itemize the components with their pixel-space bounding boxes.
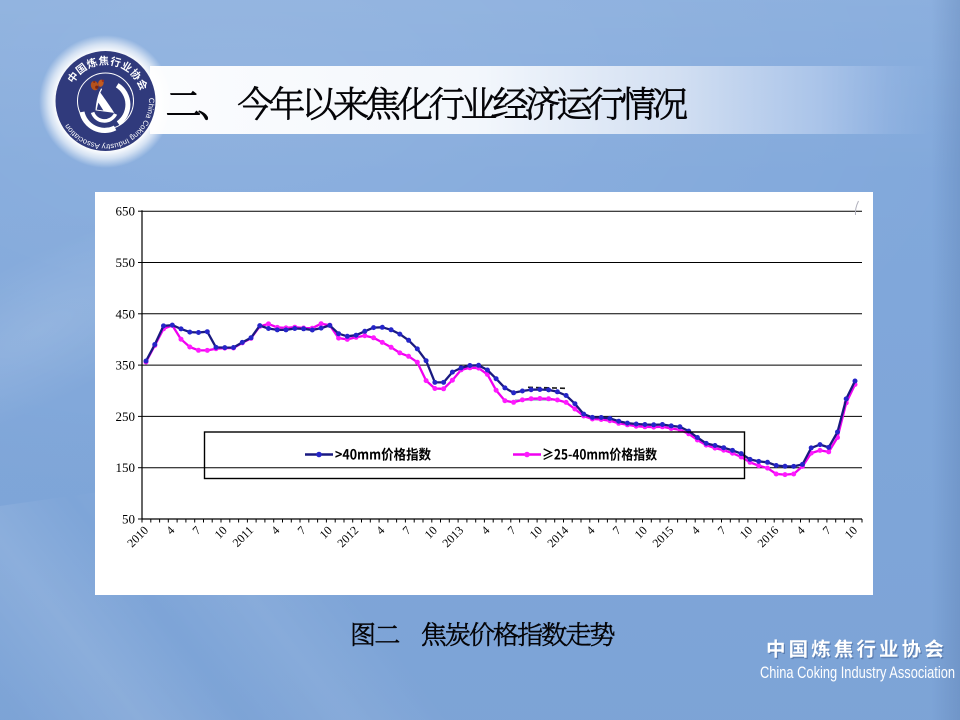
- svg-text:4: 4: [583, 523, 597, 537]
- svg-text:10: 10: [737, 523, 755, 541]
- svg-text:7: 7: [400, 523, 414, 537]
- svg-text:450: 450: [116, 306, 136, 321]
- svg-text:250: 250: [116, 409, 136, 424]
- svg-text:7: 7: [610, 523, 624, 537]
- svg-text:10: 10: [527, 523, 545, 541]
- svg-text:650: 650: [116, 204, 136, 219]
- svg-text:2015: 2015: [649, 523, 676, 550]
- svg-text:10: 10: [317, 523, 335, 541]
- svg-text:4: 4: [478, 523, 492, 537]
- svg-text:2011: 2011: [230, 523, 257, 550]
- svg-text:50: 50: [122, 512, 135, 527]
- svg-text:7: 7: [505, 523, 519, 537]
- svg-text:4: 4: [268, 523, 282, 537]
- svg-text:7: 7: [820, 523, 834, 537]
- svg-text:2013: 2013: [439, 523, 466, 550]
- svg-text:2012: 2012: [334, 523, 361, 550]
- svg-text:350: 350: [116, 358, 136, 373]
- svg-text:550: 550: [116, 255, 136, 270]
- svg-text:7: 7: [295, 523, 309, 537]
- svg-text:7: 7: [189, 523, 203, 537]
- svg-text:2014: 2014: [544, 523, 571, 550]
- svg-text:10: 10: [212, 523, 230, 541]
- svg-text:4: 4: [793, 523, 807, 537]
- svg-text:4: 4: [373, 523, 387, 537]
- svg-text:4: 4: [163, 523, 177, 537]
- svg-text:4: 4: [688, 523, 702, 537]
- svg-text:2016: 2016: [754, 523, 781, 550]
- svg-text:150: 150: [116, 460, 136, 475]
- svg-text:2010: 2010: [124, 523, 151, 550]
- svg-text:10: 10: [632, 523, 650, 541]
- svg-text:7: 7: [715, 523, 729, 537]
- svg-text:10: 10: [842, 523, 860, 541]
- svg-text:10: 10: [422, 523, 440, 541]
